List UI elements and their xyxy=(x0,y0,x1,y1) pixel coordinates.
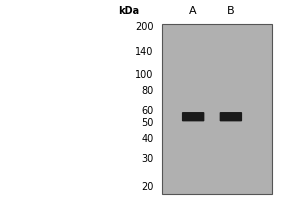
Text: A: A xyxy=(189,5,197,16)
FancyBboxPatch shape xyxy=(182,112,204,121)
Text: 20: 20 xyxy=(141,182,153,192)
Text: 200: 200 xyxy=(135,22,153,32)
Text: 60: 60 xyxy=(141,106,153,116)
Text: 40: 40 xyxy=(141,134,153,144)
Text: kDa: kDa xyxy=(118,5,140,16)
Text: 30: 30 xyxy=(141,154,153,164)
Text: 50: 50 xyxy=(141,118,153,128)
Text: 140: 140 xyxy=(135,47,153,57)
Text: B: B xyxy=(227,5,235,16)
Text: 80: 80 xyxy=(141,86,153,96)
FancyBboxPatch shape xyxy=(220,112,242,121)
Text: 100: 100 xyxy=(135,70,153,80)
Bar xyxy=(161,24,272,194)
